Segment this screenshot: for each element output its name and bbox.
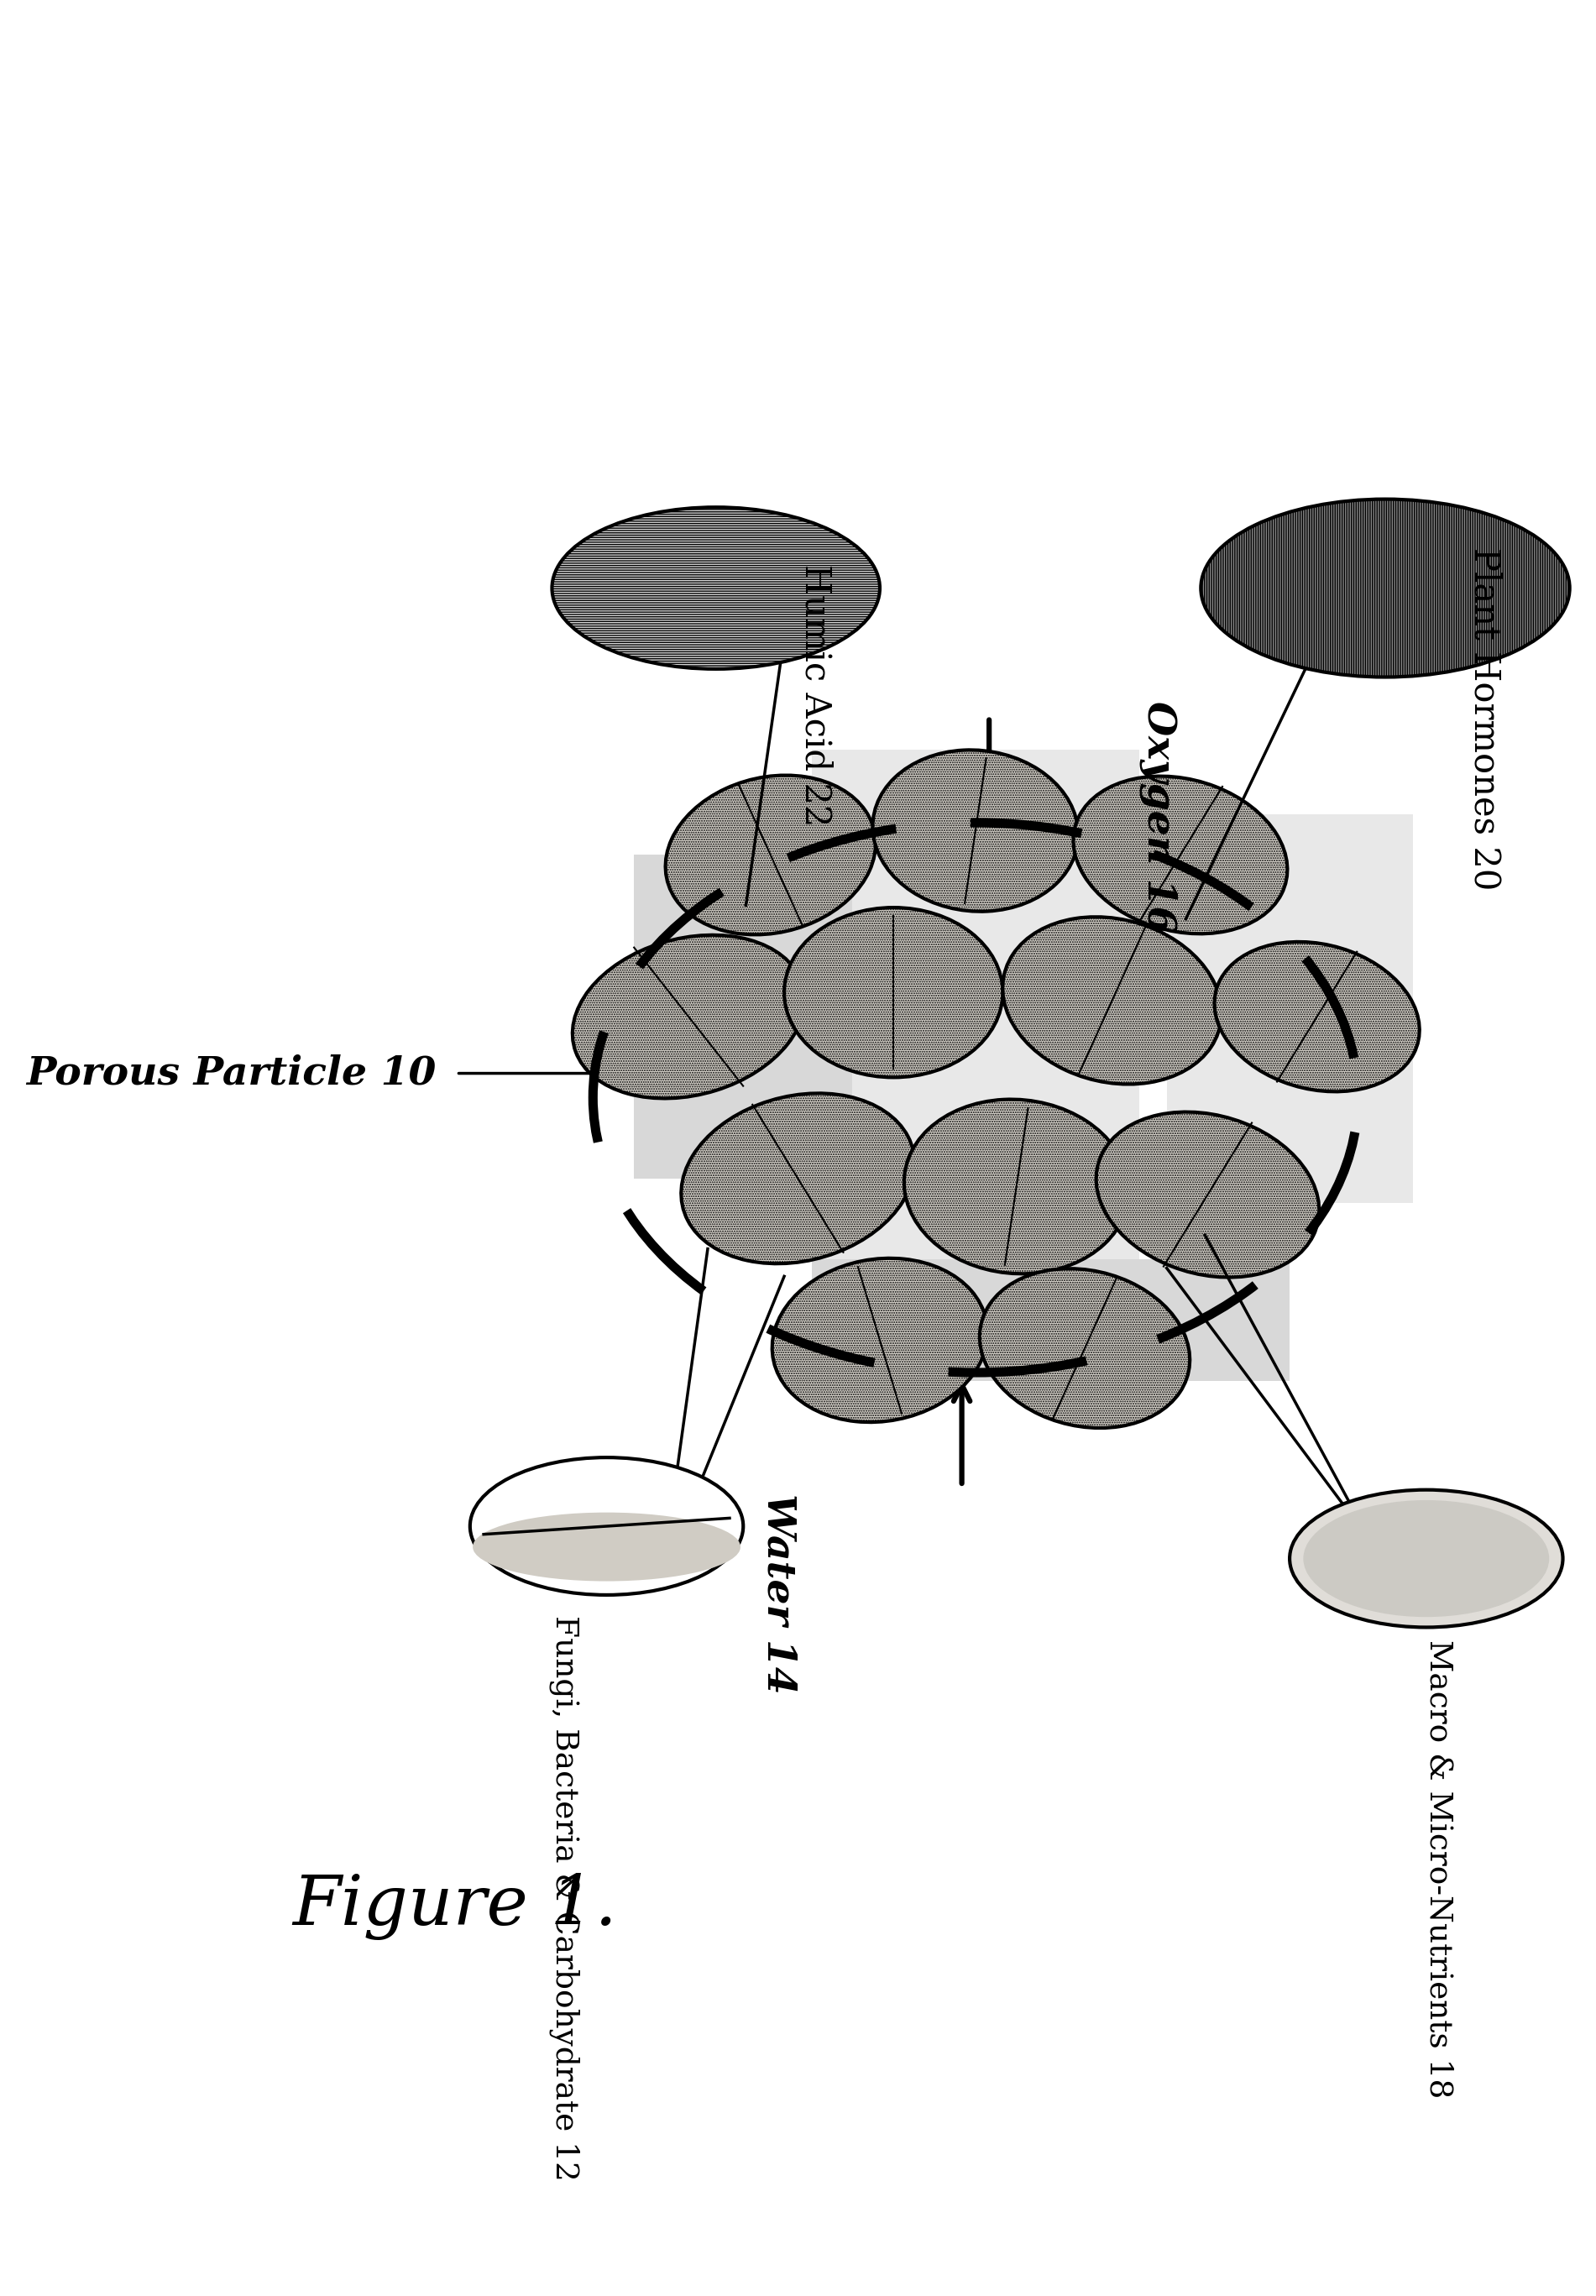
Ellipse shape <box>772 1258 988 1421</box>
Text: Humic Acid 22: Humic Acid 22 <box>798 565 833 827</box>
Text: Oxygen 16: Oxygen 16 <box>1140 700 1178 934</box>
Text: Macro & Micro-Nutrients 18: Macro & Micro-Nutrients 18 <box>1424 1639 1454 2099</box>
Ellipse shape <box>666 776 876 934</box>
Ellipse shape <box>873 751 1079 912</box>
Ellipse shape <box>573 934 804 1097</box>
Ellipse shape <box>552 507 879 668</box>
Ellipse shape <box>472 1513 741 1582</box>
Bar <box>811 1258 1290 1380</box>
Ellipse shape <box>980 1270 1191 1428</box>
Bar <box>634 854 852 1178</box>
Ellipse shape <box>784 907 1002 1077</box>
Ellipse shape <box>1200 498 1570 677</box>
Ellipse shape <box>1290 1490 1562 1628</box>
Text: Water 14: Water 14 <box>760 1495 798 1694</box>
Ellipse shape <box>1215 941 1419 1091</box>
Text: Porous Particle 10: Porous Particle 10 <box>26 1054 436 1093</box>
Text: Fungi, Bacteria & Carbohydrate 12: Fungi, Bacteria & Carbohydrate 12 <box>549 1614 579 2181</box>
Ellipse shape <box>681 1093 915 1263</box>
Text: Figure 1.: Figure 1. <box>292 1874 618 1940</box>
Bar <box>1167 815 1412 1203</box>
Ellipse shape <box>903 1100 1128 1274</box>
Ellipse shape <box>1304 1499 1550 1616</box>
Ellipse shape <box>1074 776 1288 934</box>
Bar <box>811 751 1140 1316</box>
Text: Plant Hormones 20: Plant Hormones 20 <box>1467 549 1502 891</box>
Ellipse shape <box>1096 1111 1320 1277</box>
Ellipse shape <box>1002 916 1221 1084</box>
Ellipse shape <box>469 1458 744 1596</box>
